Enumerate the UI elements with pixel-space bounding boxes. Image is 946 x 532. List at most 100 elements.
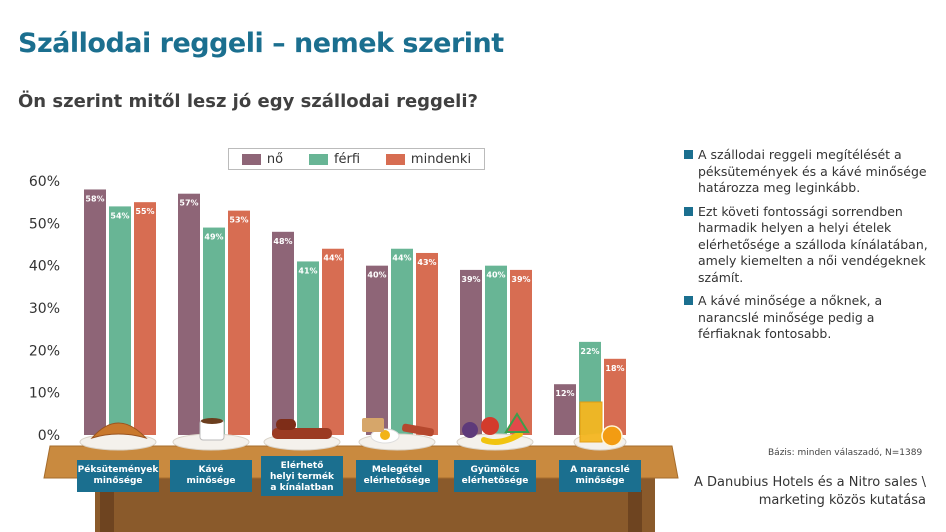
- key-findings: A szállodai reggeli megítélését a péksüt…: [684, 147, 934, 350]
- egg-yolk-icon: [380, 430, 390, 440]
- bar-value-label: 55%: [135, 207, 154, 216]
- legend-item-ferfi: férfi: [308, 151, 361, 167]
- bar-value-label: 57%: [179, 199, 198, 208]
- research-credit: A Danubius Hotels és a Nitro sales \ mar…: [693, 475, 926, 508]
- bar-value-label: 48%: [273, 237, 292, 246]
- bullet-marker: [684, 206, 693, 216]
- y-tick-label: 30%: [29, 301, 60, 317]
- bar-value-label: 58%: [85, 194, 104, 203]
- bar-value-label: 39%: [511, 275, 530, 284]
- category-label: minősége: [93, 475, 142, 486]
- sample-basis: Bázis: minden válaszadó, N=1389: [768, 448, 923, 458]
- legend-item-no: nő: [241, 151, 284, 167]
- bar-ferfi: [485, 265, 507, 435]
- category-label: Elérhető: [281, 460, 324, 471]
- y-tick-label: 60%: [29, 174, 60, 190]
- y-tick-label: 50%: [29, 216, 60, 232]
- bar-no: [272, 231, 294, 435]
- table-leg: [628, 490, 642, 532]
- bar-value-label: 22%: [580, 347, 599, 356]
- category-label-box: [77, 460, 159, 492]
- banana-icon: [481, 431, 523, 445]
- table-leg: [100, 490, 114, 532]
- y-tick-label: 0%: [38, 428, 60, 444]
- bar-no: [554, 384, 576, 435]
- bar-mindenki: [604, 358, 626, 435]
- bar-value-label: 43%: [417, 258, 436, 267]
- croissant-icon: [90, 422, 148, 439]
- bar-value-label: 18%: [605, 364, 624, 373]
- bar-mindenki: [134, 202, 156, 435]
- legend-item-mindenki: mindenki: [385, 151, 472, 167]
- category-label: elérhetősége: [462, 475, 529, 486]
- bar-no: [460, 269, 482, 435]
- watermelon-icon: [504, 412, 530, 433]
- legend-label-mindenki: mindenki: [410, 151, 472, 167]
- bar-mindenki: [228, 210, 250, 435]
- sausage-icon: [276, 419, 296, 430]
- orange-slice-icon: [601, 425, 623, 447]
- bar-value-label: 41%: [298, 266, 317, 275]
- coffee-icon: [201, 418, 223, 424]
- legend-label-ferfi: férfi: [333, 151, 361, 167]
- finding-text: Ezt követi fontossági sorrendben harmadi…: [698, 203, 928, 285]
- apple-icon: [481, 417, 499, 435]
- bar-value-label: 40%: [367, 271, 386, 280]
- bar-mindenki: [322, 248, 344, 435]
- bar-mindenki: [510, 269, 532, 435]
- bullet-marker: [684, 150, 693, 159]
- bar-value-label: 53%: [229, 216, 248, 225]
- bar-no: [178, 193, 200, 435]
- bar-value-label: 12%: [555, 389, 574, 398]
- sausage-icon: [272, 428, 332, 439]
- juice-glass-icon: [579, 401, 603, 443]
- category-label: Melegétel: [372, 464, 422, 475]
- finding-text: A szállodai reggeli megítélését a péksüt…: [698, 147, 927, 195]
- bar-value-label: 44%: [323, 254, 342, 263]
- page-subtitle: Ön szerint mitől lesz jó egy szállodai r…: [18, 91, 478, 112]
- category-label: Péksütemények: [78, 464, 160, 475]
- bar-no: [366, 265, 388, 435]
- y-tick-label: 10%: [29, 386, 60, 402]
- legend-swatch-mindenki: [385, 153, 405, 165]
- finding-text: A kávé minősége a nőknek, a narancslé mi…: [698, 293, 883, 341]
- category-label-box: [454, 460, 536, 492]
- bar-ferfi: [109, 206, 131, 435]
- category-label: minősége: [186, 475, 235, 486]
- category-label: elérhetősége: [364, 475, 431, 486]
- category-label: helyi termék: [270, 471, 335, 482]
- finding-item: A kávé minősége a nőknek, a narancslé mi…: [684, 293, 934, 343]
- category-label-box: [170, 460, 252, 492]
- category-label-box: [356, 460, 438, 492]
- chart-legend: nő férfi mindenki: [228, 148, 485, 170]
- bar-ferfi: [297, 261, 319, 435]
- bar-value-label: 40%: [486, 271, 505, 280]
- bar-mindenki: [416, 252, 438, 435]
- bar-ferfi: [203, 227, 225, 435]
- toast-icon: [362, 418, 384, 432]
- legend-swatch-ferfi: [308, 153, 328, 165]
- bar-value-label: 49%: [204, 233, 223, 242]
- category-label: Kávé: [198, 464, 223, 475]
- category-label: Gyümölcs: [471, 465, 520, 475]
- legend-label-no: nő: [266, 151, 284, 167]
- bar-value-label: 44%: [392, 254, 411, 263]
- bar-ferfi: [391, 248, 413, 435]
- bar-no: [84, 189, 106, 435]
- y-tick-label: 20%: [29, 343, 60, 359]
- bullet-marker: [684, 296, 693, 305]
- finding-item: A szállodai reggeli megítélését a péksüt…: [684, 147, 934, 197]
- bar-chart: 0% 10% 20% 30% 40% 50% 60% 58% 57% 48% 40% 39% 12% 54…: [29, 174, 679, 532]
- page-title: Szállodai reggeli – nemek szerint: [18, 28, 504, 59]
- category-label: a kínálatban: [270, 483, 333, 493]
- bar-value-label: 39%: [461, 275, 480, 284]
- legend-swatch-no: [241, 153, 261, 165]
- category-label: A narancslé: [570, 464, 629, 475]
- grapes-icon: [462, 422, 478, 438]
- bacon-icon: [402, 423, 434, 437]
- category-label-box: [559, 460, 641, 492]
- y-tick-label: 40%: [29, 259, 60, 275]
- category-label-box: [261, 456, 343, 496]
- bar-value-label: 54%: [110, 211, 129, 220]
- finding-item: Ezt követi fontossági sorrendben harmadi…: [684, 204, 934, 287]
